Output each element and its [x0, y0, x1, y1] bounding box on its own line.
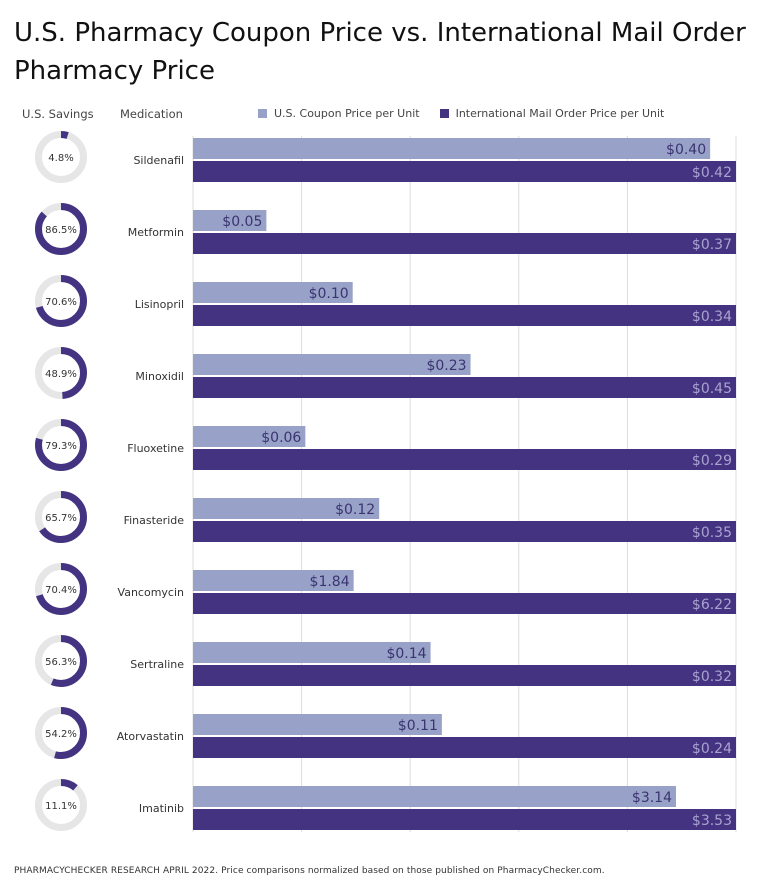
category-label: Sertraline	[130, 658, 184, 671]
bar-label-us-coupon: $0.23	[426, 358, 466, 374]
category-label: Sildenafil	[133, 154, 184, 167]
bar-international	[193, 737, 736, 758]
savings-header: U.S. Savings	[22, 107, 94, 121]
savings-percent-label: 86.5%	[45, 225, 77, 236]
savings-percent-label: 56.3%	[45, 657, 77, 668]
bar-label-us-coupon: $1.84	[310, 574, 350, 590]
savings-percent-label: 65.7%	[45, 513, 77, 524]
category-label: Vancomycin	[118, 586, 184, 599]
bar-label-us-coupon: $0.12	[335, 502, 375, 518]
category-label: Fluoxetine	[127, 442, 184, 455]
savings-donut-arc	[35, 779, 87, 831]
bar-us-coupon	[193, 354, 471, 375]
category-label: Lisinopril	[135, 298, 184, 311]
bar-label-international: $0.45	[692, 381, 732, 397]
savings-donut-arc	[35, 563, 87, 615]
savings-donut-arc	[35, 635, 87, 687]
bar-label-international: $3.53	[692, 813, 732, 829]
category-label: Metformin	[128, 226, 184, 239]
category-label: Imatinib	[139, 802, 184, 815]
legend-swatch-us-coupon	[258, 109, 267, 118]
chart-title: U.S. Pharmacy Coupon Price vs. Internati…	[14, 18, 746, 86]
bar-international	[193, 449, 736, 470]
bar-us-coupon	[193, 642, 431, 663]
bar-label-international: $0.37	[692, 237, 732, 253]
savings-donut-arc	[35, 131, 87, 183]
bar-us-coupon	[193, 570, 354, 591]
footer-note: PHARMACYCHECKER RESEARCH APRIL 2022. Pri…	[14, 866, 605, 876]
bar-us-coupon	[193, 138, 711, 159]
bar-international	[193, 521, 736, 542]
bar-label-us-coupon: $0.05	[222, 214, 262, 230]
bar-label-us-coupon: $0.11	[398, 718, 438, 734]
savings-donut-arc	[35, 347, 87, 399]
bar-international	[193, 233, 736, 254]
savings-percent-label: 70.6%	[45, 297, 77, 308]
bar-label-international: $0.32	[692, 669, 732, 685]
bar-us-coupon	[193, 498, 380, 519]
bar-label-international: $0.34	[692, 309, 732, 325]
bar-label-us-coupon: $0.06	[261, 430, 301, 446]
bar-chart: $0.40 $0.42 Sildenafil 4.8% $0.05 $0.37 Metfor…	[35, 131, 737, 832]
savings-donut-arc	[35, 275, 87, 327]
category-label: Finasteride	[124, 514, 185, 527]
legend-label-us-coupon: U.S. Coupon Price per Unit	[274, 107, 420, 120]
savings-percent-label: 11.1%	[45, 801, 77, 812]
bar-international	[193, 305, 736, 326]
bar-international	[193, 809, 736, 830]
savings-donut-arc	[35, 203, 87, 255]
bar-international	[193, 593, 736, 614]
bar-international	[193, 161, 736, 182]
bar-label-us-coupon: $0.10	[309, 286, 349, 302]
bar-label-international: $0.35	[692, 525, 732, 541]
savings-percent-label: 70.4%	[45, 585, 77, 596]
legend-label-international: International Mail Order Price per Unit	[455, 107, 665, 120]
bar-label-us-coupon: $0.14	[386, 646, 426, 662]
savings-donut-arc	[35, 491, 87, 543]
bar-label-us-coupon: $3.14	[632, 790, 672, 806]
bar-label-international: $0.42	[692, 165, 732, 181]
bar-international	[193, 665, 736, 686]
category-label: Minoxidil	[135, 370, 184, 383]
bar-label-international: $6.22	[692, 597, 732, 613]
bar-us-coupon	[193, 426, 306, 447]
bar-us-coupon	[193, 210, 267, 231]
bar-us-coupon	[193, 714, 442, 735]
bar-label-international: $0.24	[692, 741, 732, 757]
medication-header: Medication	[120, 107, 183, 121]
legend-item-us-coupon: U.S. Coupon Price per Unit	[258, 107, 420, 120]
savings-percent-label: 79.3%	[45, 441, 77, 452]
savings-percent-label: 48.9%	[45, 369, 77, 380]
bar-international	[193, 377, 736, 398]
savings-donut-arc	[35, 707, 87, 759]
bar-us-coupon	[193, 282, 353, 303]
savings-donut-arc	[35, 419, 87, 471]
bar-label-us-coupon: $0.40	[666, 142, 706, 158]
legend-item-international: International Mail Order Price per Unit	[439, 107, 665, 120]
bar-us-coupon	[193, 786, 677, 807]
savings-percent-label: 4.8%	[48, 153, 73, 164]
legend-swatch-international	[439, 109, 449, 118]
legend: U.S. Coupon Price per Unit International…	[258, 107, 684, 120]
category-label: Atorvastatin	[117, 730, 184, 743]
savings-percent-label: 54.2%	[45, 729, 77, 740]
bar-label-international: $0.29	[692, 453, 732, 469]
